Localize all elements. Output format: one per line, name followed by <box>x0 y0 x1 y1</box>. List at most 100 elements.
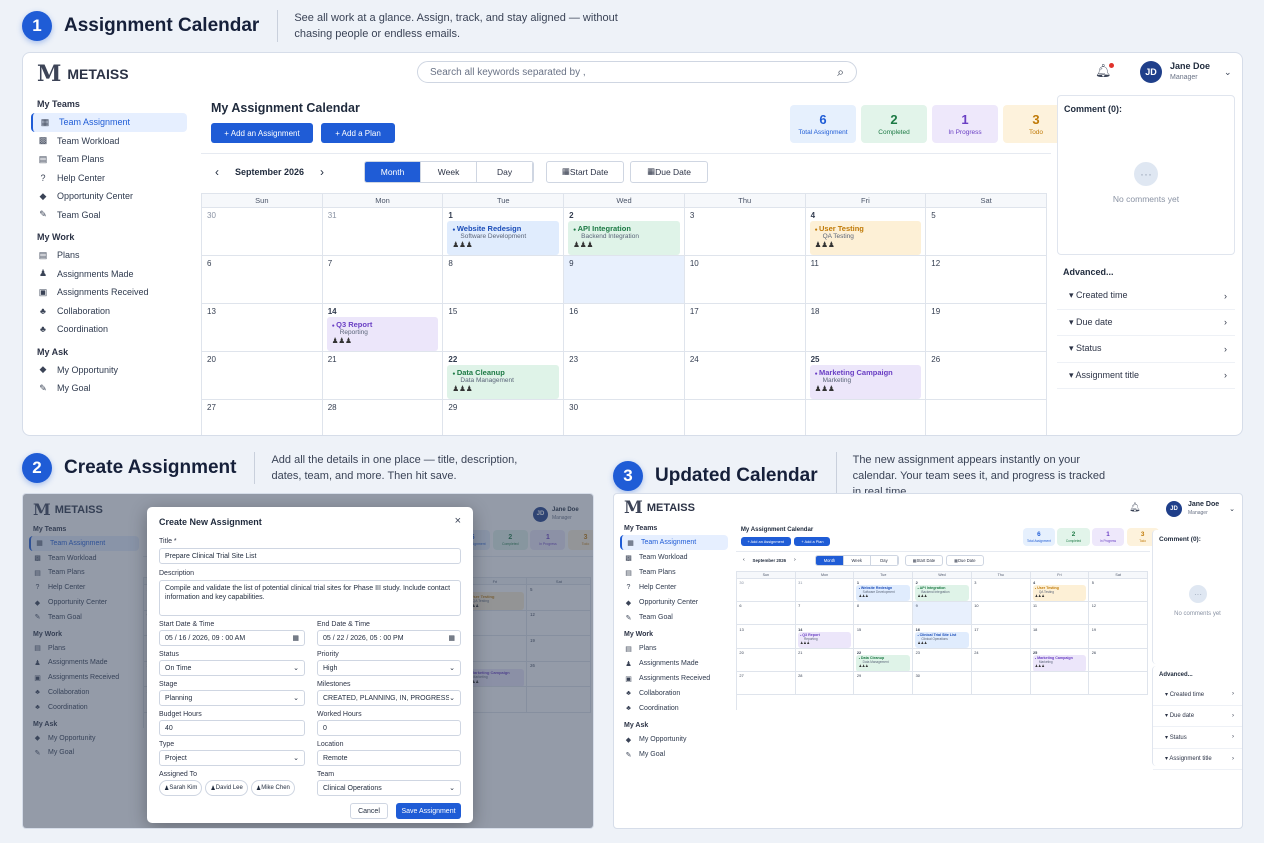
sidebar-item-coordination[interactable]: ♣ Coordination <box>31 320 187 339</box>
sidebar-item-coordination[interactable]: ♣ Coordination <box>620 701 728 716</box>
location-field[interactable]: Remote <box>317 750 461 766</box>
description-field[interactable]: Compile and validate the list of potenti… <box>159 580 461 616</box>
calendar-icon[interactable]: ▦ <box>292 635 299 642</box>
sidebar-item-assignments-received[interactable]: ▣ Assignments Received <box>620 671 728 686</box>
view-week-button[interactable]: Week <box>421 161 478 182</box>
day-cell[interactable]: 30 <box>737 578 796 602</box>
next-month-icon[interactable]: › <box>320 164 325 179</box>
day-cell[interactable]: 27 <box>202 400 323 435</box>
sidebar-item-plans[interactable]: ▤ Plans <box>31 246 187 265</box>
day-cell[interactable]: 28 <box>795 672 855 696</box>
assignee-picker[interactable]: ♟ Sarah Kim ♟ David Lee ♟ Mike Chen <box>159 780 309 796</box>
day-cell[interactable]: 21 <box>322 352 444 400</box>
view-day-button[interactable]: Day <box>870 556 899 565</box>
day-cell[interactable] <box>971 672 1031 696</box>
sidebar-item-help-center[interactable]: ? Help Center <box>31 169 187 188</box>
day-cell[interactable]: 29 <box>854 672 914 696</box>
sidebar-item-team-workload[interactable]: ▩ Team Workload <box>620 550 728 565</box>
sidebar-item-team-assignment[interactable]: ▦ Team Assignment <box>620 535 728 550</box>
bell-icon[interactable]: 🔔︎ <box>1129 502 1141 512</box>
sidebar-item-team-assignment[interactable]: ▦ Team Assignment <box>31 113 187 132</box>
sidebar-item-assignments-received[interactable]: ▣ Assignments Received <box>31 283 187 302</box>
stage-select[interactable]: Planning ⌄ <box>159 690 305 706</box>
view-month-button[interactable]: Month <box>365 161 422 182</box>
day-cell[interactable]: 20 <box>737 648 796 672</box>
day-cell[interactable]: 7 <box>322 256 444 304</box>
day-cell[interactable]: 6 <box>202 256 323 304</box>
day-cell[interactable]: 24 <box>971 648 1031 672</box>
sidebar-item-collaboration[interactable]: ♣ Collaboration <box>31 302 187 321</box>
day-cell[interactable]: 15 <box>854 625 914 649</box>
filter-row[interactable]: ▾ Status › <box>1153 727 1242 749</box>
day-cell[interactable]: 7 <box>795 601 855 626</box>
day-cell[interactable]: 20 <box>202 352 323 400</box>
sidebar-item-team-plans[interactable]: ▤ Team Plans <box>31 150 187 169</box>
sidebar-item-my-opportunity[interactable]: ◆ My Opportunity <box>620 732 728 747</box>
type-select[interactable]: Project ⌄ <box>159 750 305 766</box>
day-cell[interactable] <box>1030 672 1090 696</box>
assignee-chip[interactable]: ♟ David Lee <box>205 780 248 796</box>
view-day-button[interactable]: Day <box>477 161 534 182</box>
sidebar-item-opportunity-center[interactable]: ◆ Opportunity Center <box>31 187 187 206</box>
add-plan-button[interactable]: + Add a Plan <box>794 536 831 547</box>
day-cell[interactable]: 26 <box>1089 648 1148 672</box>
day-cell[interactable]: 18 <box>805 304 927 352</box>
due-date-button[interactable]: ▦ Due Date <box>945 555 984 566</box>
day-cell[interactable]: 28 <box>323 400 444 435</box>
day-cell[interactable]: 10 <box>971 601 1031 626</box>
day-cell[interactable]: 15 <box>443 304 565 352</box>
sidebar-item-my-goal[interactable]: ✎ My Goal <box>620 747 728 762</box>
chevron-down-icon[interactable]: ⌄ <box>1224 66 1232 77</box>
sidebar-item-collaboration[interactable]: ♣ Collaboration <box>620 686 728 701</box>
start-date-button[interactable]: ▦ Start Date <box>904 555 943 566</box>
day-cell[interactable]: 13 <box>202 304 323 352</box>
day-cell[interactable]: 30 <box>913 672 972 696</box>
team-select[interactable]: Clinical Operations ⌄ <box>317 780 461 796</box>
filter-row[interactable]: ▾ Assignment title › <box>1057 363 1235 389</box>
day-cell[interactable] <box>1089 672 1148 696</box>
filter-row[interactable]: ▾ Assignment title › <box>1153 749 1242 770</box>
search-icon[interactable]: ⌕ <box>837 64 844 79</box>
end-date-field[interactable]: 05 / 22 / 2026, 05 : 00 PM ▦ <box>317 630 461 646</box>
prev-month-icon[interactable]: ‹ <box>742 557 745 564</box>
title-field[interactable]: Prepare Clinical Trial Site List <box>159 548 461 564</box>
assignee-chip[interactable]: ♟ Mike Chen <box>250 780 295 796</box>
day-cell[interactable]: 31 <box>795 578 855 602</box>
day-cell[interactable]: 17 <box>971 625 1031 649</box>
budget-hours-field[interactable]: 40 <box>159 720 305 736</box>
day-cell[interactable]: 16 <box>564 304 685 352</box>
day-cell[interactable]: 9 <box>913 601 972 626</box>
day-cell[interactable]: 17 <box>684 304 806 352</box>
sidebar-item-assignments-made[interactable]: ♟ Assignments Made <box>31 265 187 284</box>
status-select[interactable]: On Time ⌄ <box>159 660 305 676</box>
day-cell[interactable]: 23 <box>913 648 972 672</box>
day-cell[interactable] <box>685 400 806 435</box>
day-cell[interactable]: 5 <box>1089 578 1148 602</box>
day-cell[interactable]: 3 <box>971 578 1031 602</box>
day-cell[interactable]: 26 <box>926 352 1047 400</box>
view-month-button[interactable]: Month <box>816 556 844 565</box>
sidebar-item-team-workload[interactable]: ▩ Team Workload <box>31 132 187 151</box>
day-cell[interactable]: 19 <box>926 304 1047 352</box>
user-menu[interactable]: JD Jane Doe Manager ⌄ <box>1166 500 1235 518</box>
filter-row[interactable]: ▾ Due date › <box>1057 310 1235 336</box>
event-card[interactable]: ● Clinical Trial Site List Clinical Opera… <box>915 631 969 648</box>
day-cell[interactable]: 5 <box>926 208 1047 256</box>
sidebar-item-assignments-made[interactable]: ♟ Assignments Made <box>620 656 728 671</box>
sidebar-item-my-goal[interactable]: ✎ My Goal <box>31 379 187 398</box>
filter-row[interactable]: ▾ Due date › <box>1153 706 1242 727</box>
day-cell[interactable]: 3 <box>684 208 806 256</box>
day-cell[interactable]: 29 <box>443 400 565 435</box>
day-cell[interactable]: 12 <box>926 256 1047 304</box>
